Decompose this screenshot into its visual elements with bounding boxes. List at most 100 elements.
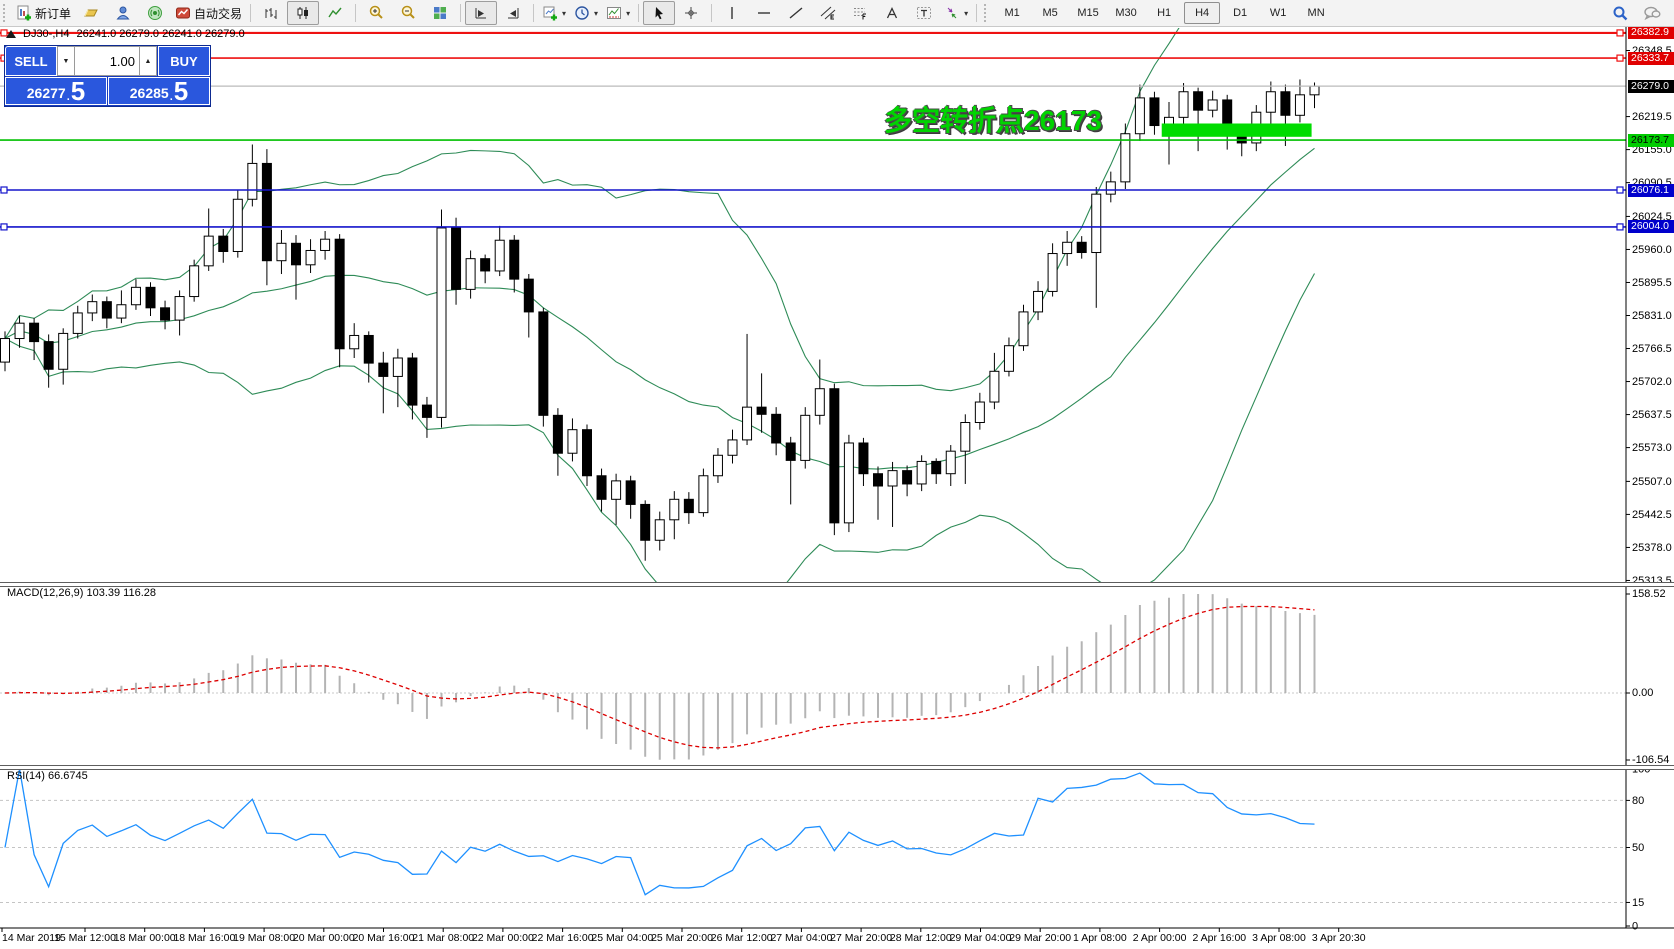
timeframe-m15[interactable]: M15 <box>1077 7 1099 19</box>
time-axis-label: 1 Apr 08:00 <box>1073 932 1127 944</box>
vertical-line-button[interactable] <box>716 1 748 25</box>
buy-price-dot: . <box>169 91 173 103</box>
tile-windows-button[interactable] <box>424 1 456 25</box>
buy-price-main: 26285 <box>129 85 169 101</box>
chart-profile-button[interactable] <box>75 1 107 25</box>
trendline-button[interactable] <box>780 1 812 25</box>
toolbar-grip <box>984 4 990 22</box>
candlestick-chart-button[interactable] <box>287 1 320 25</box>
clock-icon <box>575 6 589 20</box>
arrows-icon <box>947 7 957 19</box>
time-axis-label: 20 Mar 00:00 <box>292 932 355 944</box>
timeframe-h4[interactable]: H4 <box>1184 2 1221 24</box>
new-order-icon <box>17 5 31 21</box>
toolbar-grip <box>3 4 9 22</box>
toolbar-separator <box>355 4 357 22</box>
volume-decrease-button[interactable]: ▼ <box>56 46 75 76</box>
arrows-button[interactable]: ▾ <box>940 1 972 25</box>
cursor-button[interactable] <box>643 1 676 25</box>
zoom-in-button[interactable] <box>360 1 392 25</box>
new-order-button[interactable]: 新订单 <box>12 1 75 25</box>
timeframe-d1[interactable]: D1 <box>1233 7 1248 19</box>
timeframe-mn[interactable]: MN <box>1307 7 1325 19</box>
time-axis-label: 2 Apr 00:00 <box>1132 932 1187 944</box>
auto-trading-button[interactable]: 自动交易 <box>171 1 246 25</box>
buy-button[interactable]: BUY <box>158 46 210 76</box>
time-axis[interactable]: 14 Mar 2019 15 Mar 12:00 18 Mar 00:00 18 Ma… <box>0 929 1674 949</box>
market-watch-button[interactable] <box>107 1 139 25</box>
price-level-badge: 26076.1 <box>1628 183 1674 197</box>
svg-text:25960.0: 25960.0 <box>1632 244 1672 256</box>
chart-shift-button[interactable] <box>465 1 498 25</box>
text-label-icon <box>917 7 932 19</box>
volume-increase-button[interactable]: ▲ <box>139 46 158 76</box>
auto-trading-label: 自动交易 <box>194 6 243 21</box>
auto-scroll-button[interactable] <box>497 1 529 25</box>
timeframe-m1[interactable]: M1 <box>1004 7 1020 19</box>
timeframe-w1[interactable]: W1 <box>1269 7 1287 19</box>
buy-price-frac: 5 <box>173 76 189 106</box>
price-axis[interactable] <box>1626 26 1674 928</box>
chat-button[interactable] <box>1636 1 1668 25</box>
timeframe-h1[interactable]: H1 <box>1157 7 1172 19</box>
volume-input[interactable] <box>75 46 139 76</box>
time-axis-label: 27 Mar 20:00 <box>830 932 893 944</box>
svg-text:25702.0: 25702.0 <box>1632 376 1672 388</box>
svg-text:0.00: 0.00 <box>1632 687 1653 699</box>
sell-price-dot: . <box>66 91 70 103</box>
svg-text:80: 80 <box>1632 795 1644 807</box>
line-chart-button[interactable] <box>319 1 351 25</box>
svg-text:50: 50 <box>1632 842 1644 854</box>
toolbar-separator <box>460 4 462 22</box>
new-chart-icon <box>543 6 558 21</box>
fibonacci-button[interactable] <box>844 1 876 25</box>
price-level-badge: 26173.7 <box>1628 133 1674 147</box>
text-label-button[interactable] <box>908 1 940 25</box>
user-icon <box>116 6 130 20</box>
time-axis-label: 29 Mar 20:00 <box>1009 932 1072 944</box>
toolbar-separator <box>638 4 640 22</box>
svg-text:15: 15 <box>1632 897 1644 909</box>
dropdown-caret-icon: ▾ <box>964 8 969 18</box>
indicators-button[interactable]: ▾ <box>602 1 634 25</box>
panel-splitter-rsi[interactable] <box>0 765 1674 770</box>
time-axis-label: 25 Mar 04:00 <box>591 932 654 944</box>
timeframe-m5[interactable]: M5 <box>1042 7 1058 19</box>
svg-text:158.52: 158.52 <box>1632 588 1666 600</box>
signals-button[interactable] <box>139 1 171 25</box>
buy-price[interactable]: 26285 . 5 <box>108 77 210 105</box>
collapse-trade-panel-icon[interactable] <box>6 30 16 38</box>
equidistant-channel-icon <box>820 6 836 20</box>
timeframe-group: M1 M5 M15 M30 H1 H4 D1 W1 MN <box>993 2 1335 24</box>
search-button[interactable] <box>1604 1 1636 25</box>
periods-button[interactable]: ▾ <box>570 1 602 25</box>
bar-chart-button[interactable] <box>255 1 287 25</box>
time-axis-label: 14 Mar 2019 <box>2 932 61 944</box>
timeframe-m30[interactable]: M30 <box>1115 7 1137 19</box>
new-chart-button[interactable]: ▾ <box>538 1 570 25</box>
chart-shift-icon <box>475 8 487 19</box>
auto-scroll-icon <box>508 8 519 19</box>
bar-chart-icon <box>265 8 277 19</box>
price-level-badge: 26279.0 <box>1628 79 1674 93</box>
zoom-out-button[interactable] <box>392 1 424 25</box>
equidistant-channel-button[interactable] <box>812 1 844 25</box>
panel-splitter-macd[interactable] <box>0 582 1674 587</box>
sell-price-main: 26277 <box>26 85 66 101</box>
auto-trading-icon <box>176 7 191 19</box>
sell-price[interactable]: 26277 . 5 <box>5 77 107 105</box>
trendline-icon <box>789 7 803 19</box>
sell-price-frac: 5 <box>70 76 86 106</box>
text-button[interactable] <box>876 1 908 25</box>
time-axis-label: 20 Mar 16:00 <box>352 932 415 944</box>
horizontal-line-button[interactable] <box>748 1 780 25</box>
line-chart-icon <box>328 7 342 18</box>
svg-text:25637.5: 25637.5 <box>1632 409 1672 421</box>
pivot-annotation: 多空转折点26173 <box>884 105 1102 136</box>
vertical-line-icon <box>731 7 733 19</box>
time-axis-label: 2 Apr 16:00 <box>1192 932 1247 944</box>
sell-button[interactable]: SELL <box>5 46 57 76</box>
crosshair-button[interactable] <box>675 1 707 25</box>
indicators-icon <box>607 7 622 19</box>
